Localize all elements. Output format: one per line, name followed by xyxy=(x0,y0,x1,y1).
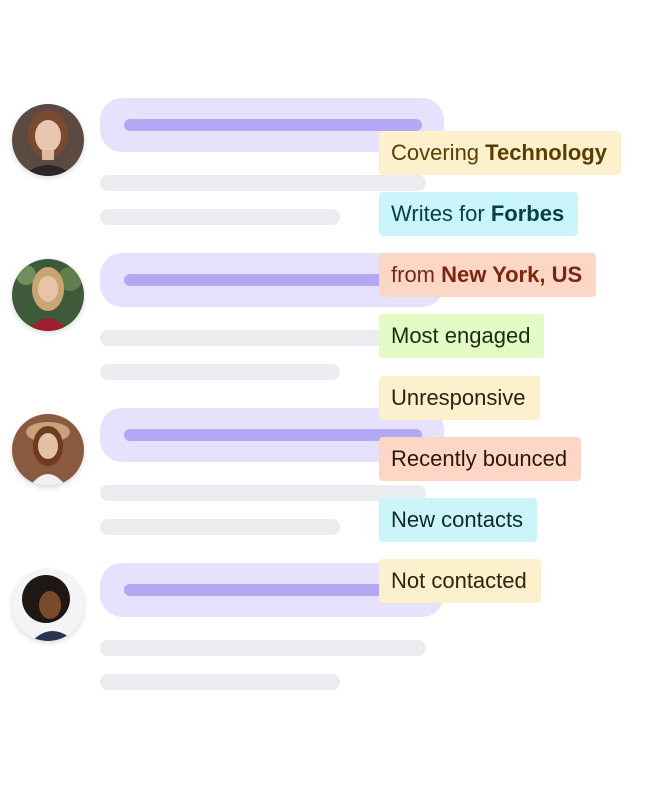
detail-skeleton-line xyxy=(100,330,426,346)
tag-not-contacted[interactable]: Not contacted xyxy=(379,559,541,603)
tag-label: Unresponsive xyxy=(391,385,526,410)
detail-skeleton-line xyxy=(100,519,340,535)
detail-skeleton-line xyxy=(100,175,426,191)
detail-skeleton-line xyxy=(100,364,340,380)
tag-value: Technology xyxy=(485,140,607,165)
tag-from-location[interactable]: from New York, US xyxy=(379,253,597,297)
tag-writes-for-forbes[interactable]: Writes for Forbes xyxy=(379,192,579,236)
tag-value: New York, US xyxy=(441,262,583,287)
contact-name-placeholder xyxy=(100,98,444,152)
detail-skeleton-line xyxy=(100,674,340,690)
name-skeleton-line xyxy=(124,429,422,441)
tag-prefix: from xyxy=(391,262,442,287)
contact-row[interactable] xyxy=(0,98,460,264)
detail-skeleton-line xyxy=(100,640,426,656)
tag-recently-bounced[interactable]: Recently bounced xyxy=(379,437,582,481)
tag-unresponsive[interactable]: Unresponsive xyxy=(379,376,540,420)
tag-label: Not contacted xyxy=(391,568,527,593)
name-skeleton-line xyxy=(124,274,422,286)
tag-new-contacts[interactable]: New contacts xyxy=(379,498,538,542)
avatar xyxy=(12,259,84,331)
name-skeleton-line xyxy=(124,119,422,131)
tag-value: Forbes xyxy=(490,201,565,226)
tag-label: Recently bounced xyxy=(391,446,568,471)
name-skeleton-line xyxy=(124,584,422,596)
tag-label: New contacts xyxy=(391,507,524,532)
tag-covering-technology[interactable]: Covering Technology xyxy=(379,131,621,175)
avatar xyxy=(12,414,84,486)
avatar xyxy=(12,569,84,641)
tag-label: Most engaged xyxy=(391,323,531,348)
tag-prefix: Covering xyxy=(391,140,486,165)
tag-most-engaged[interactable]: Most engaged xyxy=(379,314,545,358)
detail-skeleton-line xyxy=(100,209,340,225)
detail-skeleton-line xyxy=(100,485,426,501)
tag-prefix: Writes for xyxy=(391,201,491,226)
avatar xyxy=(12,104,84,176)
